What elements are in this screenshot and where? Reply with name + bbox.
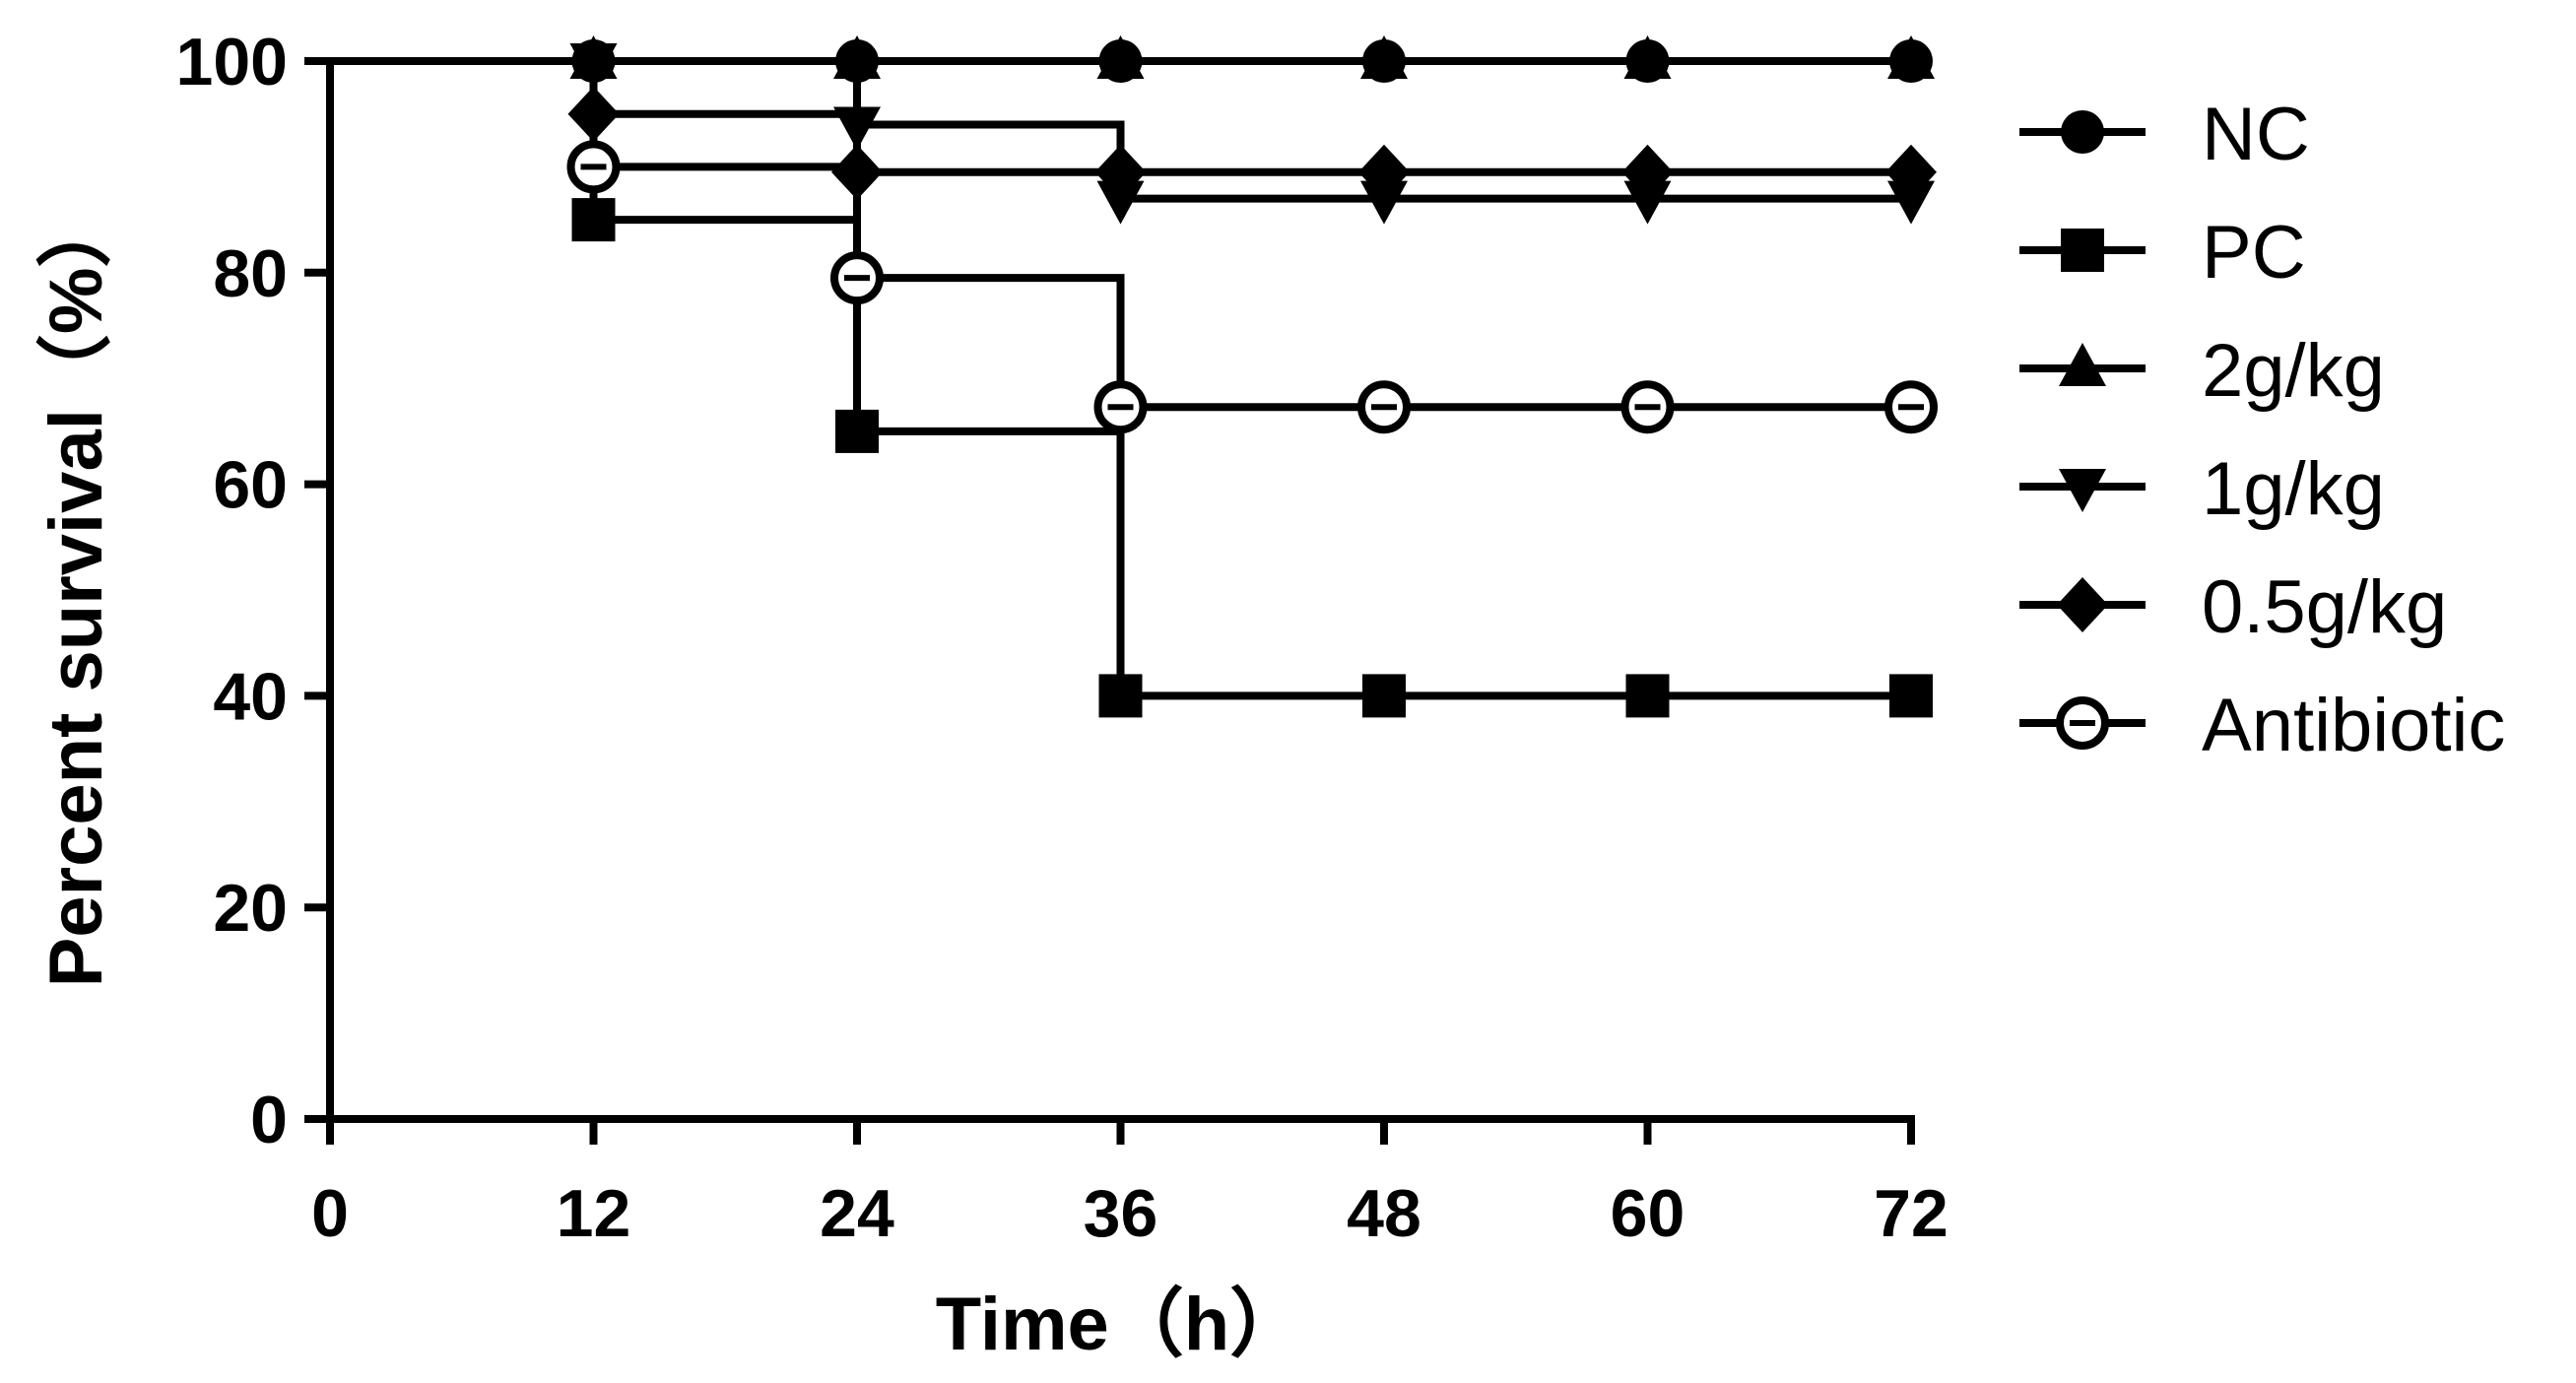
data-point bbox=[1096, 180, 1145, 225]
x-tick-label: 48 bbox=[1347, 1176, 1421, 1251]
legend-label: 2g/kg bbox=[2202, 329, 2385, 413]
series-line bbox=[330, 57, 1911, 203]
legend-item: 2g/kg bbox=[2019, 329, 2385, 413]
y-tick-label: 20 bbox=[213, 871, 288, 946]
legend-marker bbox=[2057, 577, 2108, 632]
data-point bbox=[1887, 35, 1935, 79]
data-point bbox=[1098, 674, 1143, 718]
legend-marker bbox=[2056, 696, 2109, 750]
data-point bbox=[1358, 144, 1410, 200]
data-point bbox=[1621, 144, 1674, 200]
y-tick-label: 100 bbox=[176, 25, 288, 99]
series-antibiotic bbox=[330, 57, 1938, 434]
data-point bbox=[1093, 380, 1148, 434]
y-axis-title: Percent survival（%） bbox=[34, 193, 118, 988]
legend-item: Antibiotic bbox=[2019, 684, 2505, 767]
data-point bbox=[1620, 380, 1675, 434]
data-point bbox=[1096, 35, 1145, 79]
series-line bbox=[330, 57, 1911, 412]
series-1g-kg bbox=[330, 43, 1935, 225]
data-point bbox=[1889, 674, 1933, 718]
y-tick-label: 0 bbox=[250, 1083, 288, 1157]
x-tick-label: 72 bbox=[1874, 1176, 1949, 1251]
data-point bbox=[566, 140, 621, 194]
data-point bbox=[1362, 674, 1406, 718]
data-point bbox=[1623, 180, 1672, 225]
legend-marker bbox=[2061, 110, 2104, 154]
data-point bbox=[1094, 144, 1147, 200]
data-point bbox=[1885, 144, 1937, 200]
series-group bbox=[330, 35, 1938, 718]
data-point bbox=[1887, 180, 1935, 225]
data-point bbox=[830, 251, 884, 305]
x-tick-label: 0 bbox=[311, 1176, 349, 1251]
data-point bbox=[1884, 380, 1938, 434]
x-tick-label: 12 bbox=[557, 1176, 631, 1251]
data-point bbox=[1357, 380, 1411, 434]
data-point bbox=[1625, 674, 1670, 718]
y-tick-label: 60 bbox=[213, 448, 288, 523]
data-point bbox=[571, 198, 616, 242]
legend-label: 0.5g/kg bbox=[2202, 565, 2447, 649]
legend-item: 0.5g/kg bbox=[2019, 565, 2447, 649]
x-axis-title: Time（h） bbox=[936, 1283, 1304, 1366]
legend-item: PC bbox=[2019, 211, 2306, 295]
legend-label: PC bbox=[2202, 211, 2306, 295]
legend-marker bbox=[2061, 229, 2104, 272]
legend-label: 1g/kg bbox=[2202, 447, 2385, 531]
data-point bbox=[1360, 180, 1408, 225]
y-tick-label: 40 bbox=[213, 659, 288, 734]
legend-item: NC bbox=[2019, 93, 2310, 176]
legend-marker bbox=[2059, 469, 2106, 512]
legend-marker bbox=[2059, 343, 2106, 386]
legend-label: NC bbox=[2202, 93, 2310, 176]
y-tick-label: 80 bbox=[213, 236, 288, 311]
legend: NC PC 2g/kg 1g/kg 0.5g/kg Antibiotic bbox=[2019, 93, 2505, 767]
x-tick-label: 36 bbox=[1084, 1176, 1158, 1251]
data-point bbox=[1623, 35, 1672, 79]
x-tick-label: 60 bbox=[1611, 1176, 1685, 1251]
legend-item: 1g/kg bbox=[2019, 447, 2385, 531]
data-point bbox=[1360, 35, 1408, 79]
x-tick-label: 24 bbox=[820, 1176, 894, 1251]
legend-label: Antibiotic bbox=[2202, 684, 2505, 767]
ticks: 0 12 24 36 48 60 72 0 20 40 60 80 100 bbox=[176, 25, 1949, 1251]
data-point bbox=[835, 409, 879, 453]
